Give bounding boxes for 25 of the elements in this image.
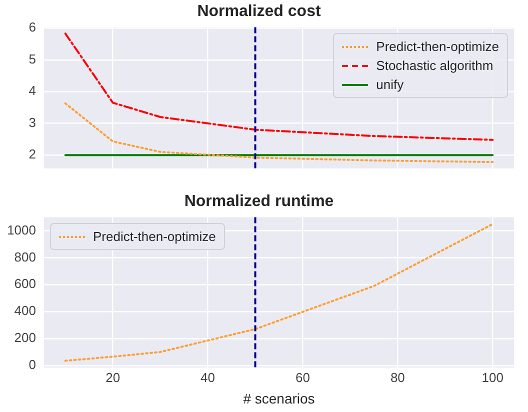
chart-title: Normalized runtime — [184, 193, 334, 210]
x-tick-label: 100 — [482, 370, 504, 385]
line-series — [64, 223, 494, 362]
chart-title: Normalized cost — [197, 3, 322, 20]
legend-label: Predict-then-optimize — [93, 229, 216, 244]
line-series — [64, 102, 494, 164]
y-tick-label: 4 — [28, 83, 36, 98]
y-tick-label: 0 — [28, 357, 36, 372]
y-tick-label: 2 — [28, 146, 36, 162]
y-tick-label: 5 — [28, 51, 36, 66]
y-tick-label: 600 — [14, 276, 36, 292]
y-tick-label: 200 — [14, 330, 36, 346]
legend-label: Predict-then-optimize — [376, 39, 499, 54]
legend-label: Stochastic algorithm — [376, 58, 494, 74]
legend-label: unify — [376, 77, 404, 92]
y-tick-label: 1000 — [7, 222, 36, 238]
x-tick-label: 60 — [296, 370, 310, 385]
y-tick-label: 3 — [28, 114, 36, 130]
x-tick-label: 80 — [390, 370, 405, 385]
x-tick-label: 20 — [106, 370, 120, 385]
x-tick-label: 40 — [200, 370, 216, 385]
y-tick-label: 400 — [14, 303, 36, 318]
y-tick-label: 6 — [28, 20, 36, 35]
y-tick-label: 800 — [14, 249, 36, 264]
x-axis-title: # scenarios — [243, 390, 315, 406]
